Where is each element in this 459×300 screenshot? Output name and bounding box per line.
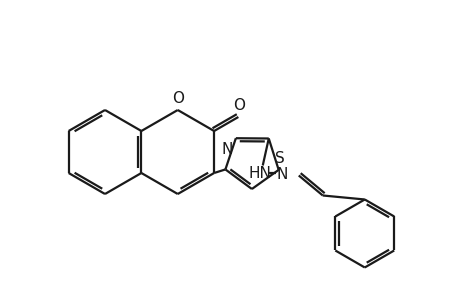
Text: O: O [171, 91, 183, 106]
Text: N: N [221, 142, 232, 157]
Text: HN: HN [248, 166, 271, 181]
Text: O: O [233, 98, 245, 113]
Text: S: S [274, 151, 284, 166]
Text: N: N [276, 167, 287, 182]
